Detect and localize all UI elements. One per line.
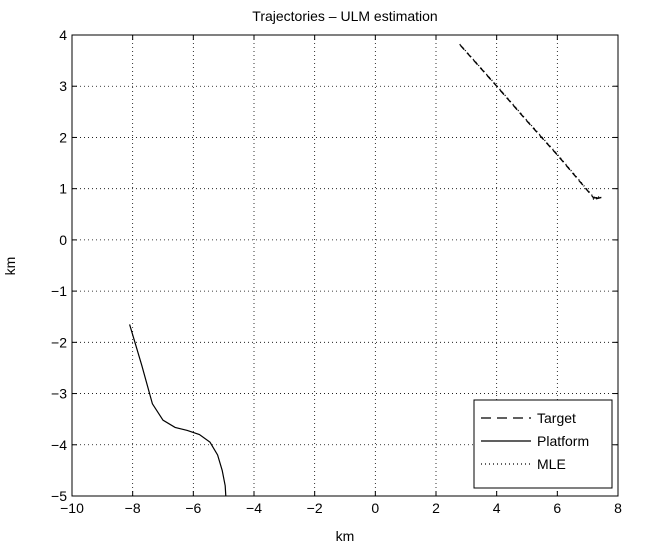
y-tick-label: −2 xyxy=(51,334,67,350)
x-tick-label: −8 xyxy=(125,500,141,516)
series-layer xyxy=(129,43,602,497)
y-tick-label: 3 xyxy=(59,78,67,94)
plot-area-frame xyxy=(71,34,619,497)
x-tick-label: −6 xyxy=(185,500,201,516)
y-tick-label: −5 xyxy=(51,488,67,504)
series-line-target xyxy=(459,44,602,201)
legend-box xyxy=(473,399,613,489)
legend-label-target: Target xyxy=(537,410,576,426)
y-tick-label: 1 xyxy=(59,181,67,197)
y-axis-label: km xyxy=(2,257,18,276)
y-tick-label: −4 xyxy=(51,437,67,453)
series-line-platform xyxy=(129,324,227,497)
legend: Target Platform MLE xyxy=(473,399,613,489)
chart-title: Trajectories – ULM estimation xyxy=(252,8,437,24)
x-tick-label: −10 xyxy=(60,500,84,516)
x-tick-label: −2 xyxy=(307,500,323,516)
x-tick-label: 2 xyxy=(432,500,440,516)
y-tick-label: 4 xyxy=(59,27,67,43)
legend-label-platform: Platform xyxy=(537,433,589,449)
x-tick-label: −4 xyxy=(246,500,262,516)
y-tick-label: −3 xyxy=(51,386,67,402)
y-tick-label: −1 xyxy=(51,283,67,299)
x-tick-label: 8 xyxy=(614,500,622,516)
x-tick-label: 4 xyxy=(493,500,501,516)
x-tick-label: 0 xyxy=(371,500,379,516)
x-tick-label: 6 xyxy=(553,500,561,516)
legend-label-mle: MLE xyxy=(537,456,566,472)
y-tick-label: 0 xyxy=(59,232,67,248)
x-axis-label: km xyxy=(336,528,355,544)
y-tick-label: 2 xyxy=(59,129,67,145)
